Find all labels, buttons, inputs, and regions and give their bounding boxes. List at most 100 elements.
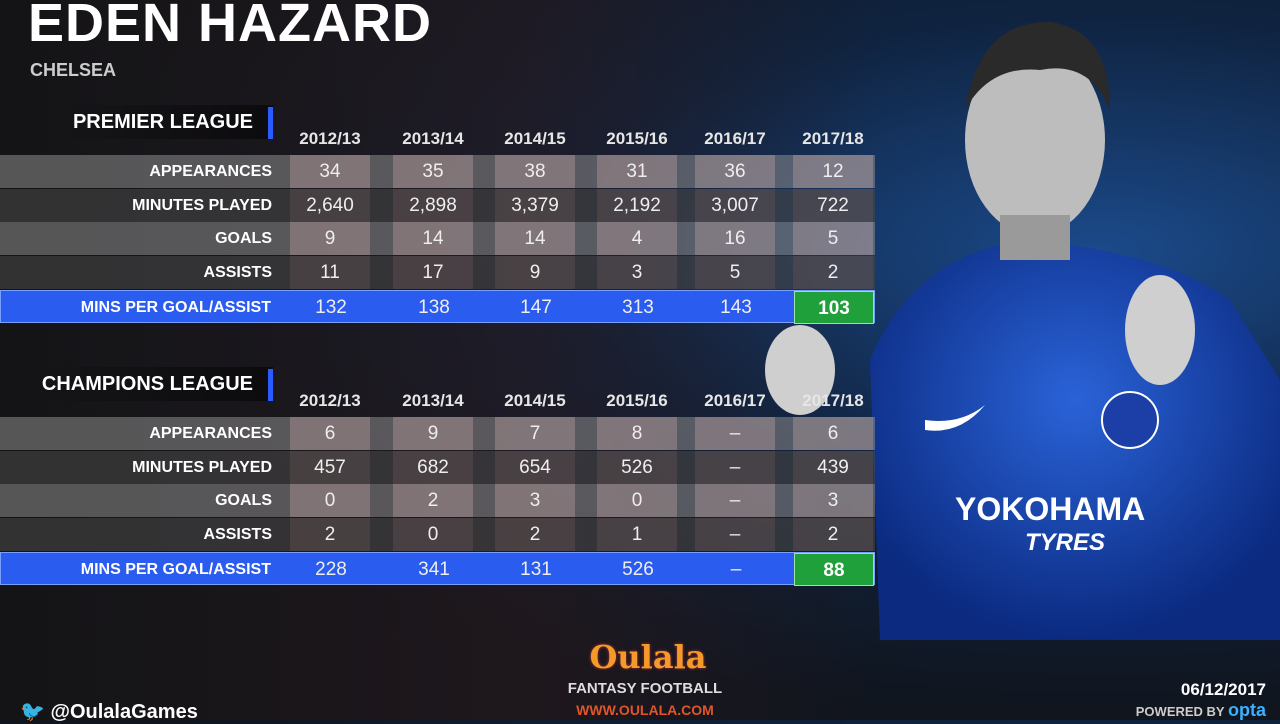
stat-cell: 3,007: [695, 188, 775, 222]
section-title: CHAMPIONS LEAGUE: [30, 367, 273, 401]
season-header: 2013/14: [402, 129, 464, 148]
tagline: FANTASY FOOTBALL: [567, 680, 723, 697]
row-label: APPEARANCES: [149, 425, 272, 442]
twitter-handle[interactable]: 🐦 @OulalaGames: [20, 699, 198, 724]
accent-bar: [268, 107, 273, 139]
season-header: 2015/16: [606, 129, 668, 148]
player-photo: YOKOHAMA TYRES: [765, 21, 1280, 640]
stat-cell: 88: [794, 553, 874, 586]
stat-cell: 143: [720, 297, 752, 318]
season-header: 2012/13: [299, 129, 361, 148]
stat-cell: 526: [597, 450, 677, 484]
stat-cell: 34: [290, 155, 370, 188]
season-header: 2014/15: [504, 129, 566, 148]
stat-cell: 654: [495, 450, 575, 484]
stat-cell: 8: [597, 417, 677, 450]
stat-cell: 2: [290, 517, 370, 551]
table-row: MINS PER GOAL/ASSIST 132 138 147 313 143 103: [0, 290, 875, 324]
stat-cell: 0: [597, 484, 677, 517]
season-header: 2016/17: [704, 391, 766, 410]
season-header: 2016/17: [704, 129, 766, 148]
stat-cell: 2,640: [290, 188, 370, 222]
stat-cell: 457: [290, 450, 370, 484]
stat-cell: 341: [418, 559, 450, 580]
table-row: APPEARANCES 34 35 38 31 36 12: [0, 155, 875, 188]
stat-cell: 2,898: [393, 188, 473, 222]
twitter-text: @OulalaGames: [50, 701, 198, 723]
stat-cell: 3,379: [495, 188, 575, 222]
stat-cell: 9: [393, 417, 473, 450]
stat-cell: –: [695, 417, 775, 450]
stat-cell: 11: [290, 255, 370, 289]
row-label: MINUTES PLAYED: [132, 196, 272, 214]
oulala-logo: Oulala: [589, 638, 707, 676]
stat-cell: 0: [393, 517, 473, 551]
stat-cell: 131: [520, 559, 552, 580]
row-label: ASSISTS: [203, 525, 272, 543]
season-header: 2014/15: [504, 391, 566, 410]
row-label: APPEARANCES: [149, 163, 272, 180]
stat-cell: 5: [695, 255, 775, 289]
season-header: 2012/13: [299, 391, 361, 410]
stat-cell: 147: [520, 297, 552, 318]
opta-logo: opta: [1228, 700, 1266, 720]
stat-cell: 228: [315, 559, 347, 580]
stat-cell: 38: [495, 155, 575, 188]
footer: 🐦 @OulalaGames Oulala FANTASY FOOTBALL W…: [0, 630, 1280, 723]
stat-cell: 722: [793, 188, 873, 222]
stat-cell: 132: [315, 297, 347, 318]
season-header: 2015/16: [606, 391, 668, 410]
twitter-icon: 🐦: [20, 701, 45, 723]
stat-cell: 0: [290, 484, 370, 517]
stat-cell: 12: [793, 155, 873, 188]
stat-cell: 9: [290, 222, 370, 255]
stat-cell: 1: [597, 517, 677, 551]
stat-cell: 6: [290, 417, 370, 450]
date: 06/12/2017: [1180, 680, 1266, 699]
stat-cell: 138: [418, 297, 450, 318]
table-row: MINUTES PLAYED 2,640 2,898 3,379 2,192 3,007 7…: [0, 188, 875, 222]
stat-cell: 6: [793, 417, 873, 450]
stat-cell: –: [730, 559, 742, 580]
accent-bar: [268, 369, 273, 401]
stat-cell: 2: [793, 255, 873, 289]
table-row: ASSISTS 2 0 2 1–2: [0, 517, 875, 551]
row-label: GOALS: [215, 492, 272, 509]
stat-cell: –: [695, 450, 775, 484]
season-header: 2013/14: [402, 391, 464, 410]
website-link[interactable]: WWW.OULALA.COM: [576, 702, 714, 718]
stat-cell: 526: [622, 559, 654, 580]
table-row: GOALS 0 2 3 0–3: [0, 484, 875, 517]
stat-cell: 103: [794, 291, 874, 324]
row-label: MINS PER GOAL/ASSIST: [80, 299, 271, 316]
section-title-text: CHAMPIONS LEAGUE: [41, 373, 253, 395]
table-row: MINS PER GOAL/ASSIST 228 341 131 526 – 88: [0, 552, 875, 586]
row-label: MINUTES PLAYED: [132, 458, 272, 476]
stat-cell: 313: [622, 297, 654, 318]
stat-cell: 17: [393, 255, 473, 289]
table-row: MINUTES PLAYED 457 682 654 526–439: [0, 450, 875, 484]
row-label: ASSISTS: [203, 263, 272, 281]
stat-cell: 35: [393, 155, 473, 188]
section-title-text: PREMIER LEAGUE: [72, 111, 253, 133]
stat-cell: 439: [793, 450, 873, 484]
stat-cell: 2,192: [597, 188, 677, 222]
stat-cell: 3: [793, 484, 873, 517]
stat-cell: 682: [393, 450, 473, 484]
table-row: GOALS 9 14 14 4 16 5: [0, 222, 875, 255]
stat-cell: 31: [597, 155, 677, 188]
stat-cell: 2: [793, 517, 873, 551]
stat-cell: 14: [393, 222, 473, 255]
powered-label: POWERED BY: [1135, 704, 1225, 719]
stat-cell: 2: [495, 517, 575, 551]
stat-cell: 4: [597, 222, 677, 255]
powered-by: POWERED BY opta: [1136, 700, 1266, 721]
stat-cell: 14: [495, 222, 575, 255]
stat-cell: 3: [495, 484, 575, 517]
stat-cell: 16: [695, 222, 775, 255]
stat-cell: 2: [393, 484, 473, 517]
sponsor-subtext: TYRES: [1025, 529, 1105, 556]
club-name: CHELSEA: [30, 60, 117, 80]
stat-cell: –: [695, 484, 775, 517]
section-title: PREMIER LEAGUE: [60, 105, 273, 139]
